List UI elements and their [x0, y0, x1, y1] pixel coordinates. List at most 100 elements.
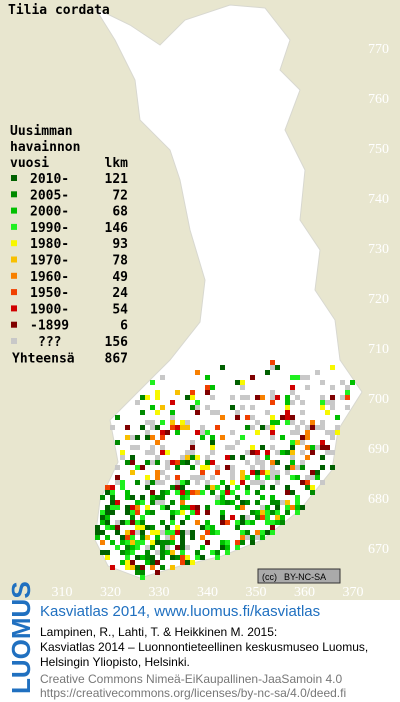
grid-cell — [255, 535, 260, 540]
grid-cell — [235, 520, 240, 525]
grid-cell — [195, 555, 200, 560]
grid-cell — [150, 380, 155, 385]
grid-cell — [295, 430, 300, 435]
grid-cell — [155, 410, 160, 415]
grid-cell — [310, 450, 315, 455]
grid-cell — [120, 455, 125, 460]
grid-cell — [145, 485, 150, 490]
legend-swatch — [11, 305, 17, 312]
grid-cell — [180, 455, 185, 460]
grid-cell — [330, 450, 335, 455]
grid-cell — [215, 485, 220, 490]
grid-cell — [270, 475, 275, 480]
grid-cell — [190, 475, 195, 480]
grid-cell — [125, 550, 130, 555]
grid-cell — [185, 460, 190, 465]
grid-cell — [190, 535, 195, 540]
grid-cell — [145, 550, 150, 555]
grid-cell — [285, 410, 290, 415]
grid-cell — [245, 395, 250, 400]
grid-cell — [110, 525, 115, 530]
grid-cell — [230, 465, 235, 470]
grid-cell — [150, 555, 155, 560]
grid-cell — [175, 460, 180, 465]
grid-cell — [100, 550, 105, 555]
grid-cell — [150, 435, 155, 440]
legend-count: 68 — [112, 205, 128, 220]
grid-cell — [230, 430, 235, 435]
x-tick-label: 320 — [100, 585, 121, 600]
grid-cell — [180, 550, 185, 555]
grid-cell — [135, 545, 140, 550]
grid-cell — [175, 390, 180, 395]
grid-cell — [260, 510, 265, 515]
grid-cell — [315, 475, 320, 480]
grid-cell — [325, 430, 330, 435]
grid-cell — [195, 405, 200, 410]
grid-cell — [130, 545, 135, 550]
legend-period: 1990- — [30, 221, 69, 236]
grid-cell — [105, 505, 110, 510]
grid-cell — [275, 510, 280, 515]
grid-cell — [110, 425, 115, 430]
grid-cell — [105, 515, 110, 520]
grid-cell — [135, 505, 140, 510]
legend-swatch — [11, 223, 17, 230]
grid-cell — [180, 500, 185, 505]
grid-cell — [290, 385, 295, 390]
grid-cell — [215, 500, 220, 505]
grid-cell — [255, 460, 260, 465]
citation-line: Kasviatlas 2014 – Luonnontieteellinen ke… — [40, 640, 368, 654]
grid-cell — [275, 475, 280, 480]
grid-cell — [210, 450, 215, 455]
legend-swatch — [11, 240, 17, 247]
grid-cell — [145, 560, 150, 565]
grid-cell — [325, 445, 330, 450]
grid-cell — [125, 490, 130, 495]
grid-cell — [205, 430, 210, 435]
grid-cell — [120, 550, 125, 555]
grid-cell — [260, 495, 265, 500]
grid-cell — [255, 530, 260, 535]
grid-cell — [95, 525, 100, 530]
grid-cell — [125, 535, 130, 540]
grid-cell — [130, 445, 135, 450]
grid-cell — [180, 490, 185, 495]
grid-cell — [345, 395, 350, 400]
grid-cell — [290, 505, 295, 510]
x-tick-label: 340 — [197, 585, 218, 600]
grid-cell — [335, 415, 340, 420]
grid-cell — [190, 465, 195, 470]
grid-cell — [230, 480, 235, 485]
grid-cell — [130, 530, 135, 535]
grid-cell — [340, 380, 345, 385]
grid-cell — [285, 420, 290, 425]
grid-cell — [160, 550, 165, 555]
grid-cell — [250, 465, 255, 470]
grid-cell — [165, 490, 170, 495]
grid-cell — [295, 500, 300, 505]
legend-swatch — [11, 207, 17, 214]
grid-cell — [265, 515, 270, 520]
grid-cell — [125, 495, 130, 500]
grid-cell — [210, 530, 215, 535]
grid-cell — [300, 460, 305, 465]
grid-cell — [145, 475, 150, 480]
grid-cell — [130, 495, 135, 500]
y-tick-label: 680 — [368, 492, 389, 507]
grid-cell — [280, 435, 285, 440]
grid-cell — [270, 460, 275, 465]
grid-cell — [310, 425, 315, 430]
grid-cell — [195, 370, 200, 375]
grid-cell — [105, 555, 110, 560]
grid-cell — [130, 455, 135, 460]
grid-cell — [130, 520, 135, 525]
grid-cell — [185, 450, 190, 455]
legend-swatch — [11, 321, 17, 328]
grid-cell — [100, 510, 105, 515]
grid-cell — [270, 470, 275, 475]
grid-cell — [170, 400, 175, 405]
grid-cell — [290, 420, 295, 425]
grid-cell — [300, 420, 305, 425]
y-tick-label: 770 — [368, 42, 389, 57]
